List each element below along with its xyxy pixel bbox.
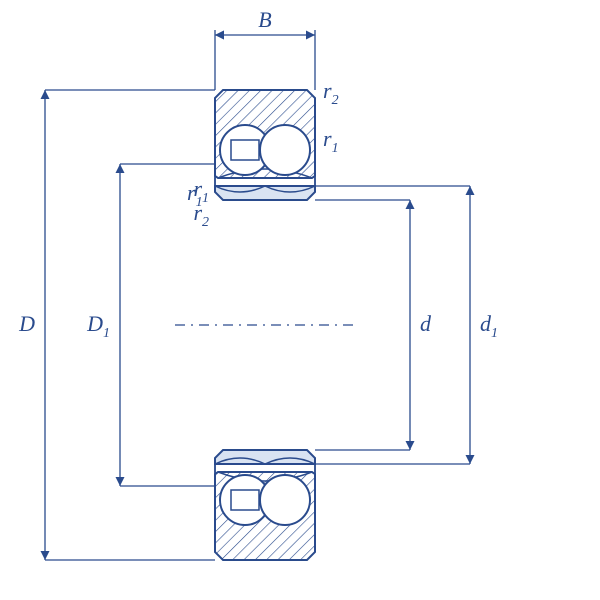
- inner-ring-bottom: [215, 450, 315, 464]
- inner-ring-top: [215, 186, 315, 200]
- ball: [260, 475, 310, 525]
- label-D: D: [18, 311, 35, 336]
- bearing-cross-section-diagram: BDD1dd1r2r1r1r1r2: [0, 0, 600, 600]
- label-B: B: [258, 7, 271, 32]
- ball: [260, 125, 310, 175]
- label-d: d: [420, 311, 432, 336]
